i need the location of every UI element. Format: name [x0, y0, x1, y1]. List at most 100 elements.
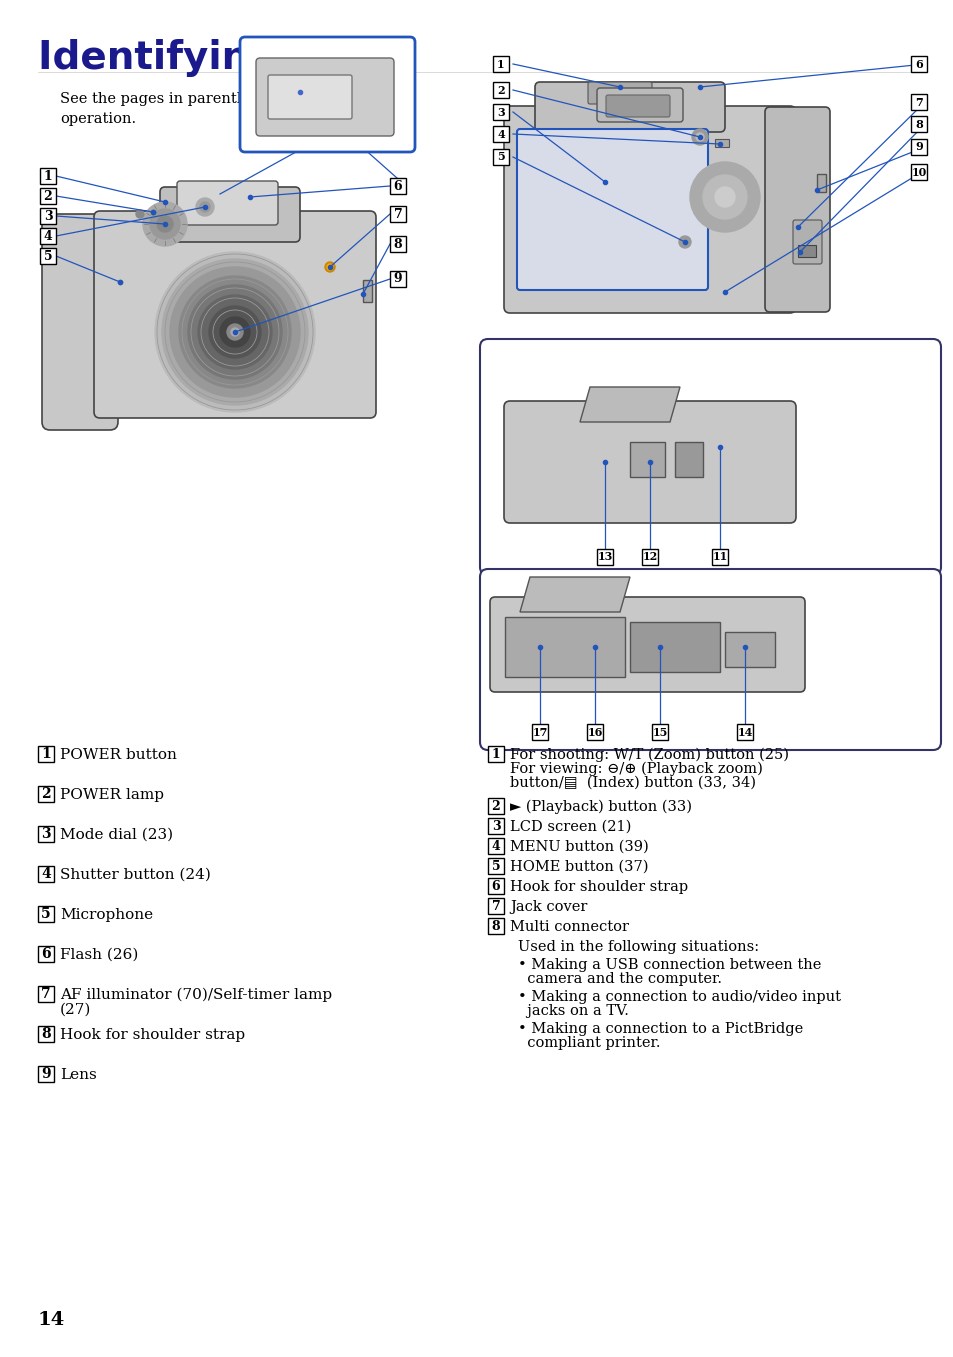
- Circle shape: [170, 267, 299, 398]
- Circle shape: [689, 161, 760, 232]
- Bar: [737, 725, 752, 740]
- Text: 15: 15: [652, 726, 667, 737]
- Circle shape: [136, 210, 144, 218]
- Text: LCD screen (21): LCD screen (21): [510, 820, 631, 835]
- Text: Jack cover: Jack cover: [510, 900, 587, 915]
- Text: 5: 5: [44, 250, 52, 262]
- Bar: [493, 56, 509, 72]
- Bar: [493, 81, 509, 98]
- Bar: [390, 236, 406, 252]
- FancyBboxPatch shape: [535, 81, 724, 132]
- Text: 12: 12: [641, 551, 657, 563]
- Text: Hook for shoulder strap: Hook for shoulder strap: [510, 879, 687, 894]
- Bar: [910, 138, 926, 155]
- FancyBboxPatch shape: [597, 88, 682, 122]
- Bar: [532, 725, 547, 740]
- Text: Identifying parts: Identifying parts: [38, 39, 405, 77]
- FancyBboxPatch shape: [255, 58, 394, 136]
- Bar: [40, 248, 56, 265]
- Text: 8: 8: [41, 1027, 51, 1041]
- Bar: [488, 746, 503, 763]
- FancyBboxPatch shape: [517, 129, 707, 290]
- Text: MENU button (39): MENU button (39): [510, 840, 648, 854]
- Text: 3: 3: [44, 209, 52, 223]
- Polygon shape: [519, 577, 629, 612]
- Text: 16: 16: [587, 726, 602, 737]
- Text: 6: 6: [41, 947, 51, 961]
- FancyBboxPatch shape: [490, 597, 804, 692]
- Circle shape: [325, 262, 335, 271]
- FancyBboxPatch shape: [268, 75, 352, 119]
- Text: 6: 6: [491, 879, 499, 893]
- Text: See the pages in parentheses for details of
operation.: See the pages in parentheses for details…: [60, 92, 377, 125]
- Text: POWER button: POWER button: [60, 748, 176, 763]
- Text: 17: 17: [532, 726, 547, 737]
- Text: 7: 7: [914, 96, 922, 107]
- Text: AF illuminator (70)/Self-timer lamp: AF illuminator (70)/Self-timer lamp: [60, 988, 332, 1003]
- Text: 2: 2: [491, 799, 500, 813]
- Bar: [38, 946, 54, 962]
- Circle shape: [209, 305, 261, 358]
- FancyBboxPatch shape: [605, 95, 669, 117]
- Text: 3: 3: [491, 820, 499, 832]
- Text: 7: 7: [41, 987, 51, 1001]
- Text: Microphone: Microphone: [60, 908, 153, 921]
- Text: 13: 13: [597, 551, 612, 563]
- Circle shape: [157, 216, 172, 232]
- FancyBboxPatch shape: [503, 402, 795, 522]
- Text: 8: 8: [491, 920, 499, 932]
- Circle shape: [702, 175, 746, 218]
- Text: ► (Playback) button (33): ► (Playback) button (33): [510, 801, 691, 814]
- Bar: [586, 725, 602, 740]
- FancyBboxPatch shape: [94, 210, 375, 418]
- Text: For viewing: ⊖/⊕ (Playback zoom): For viewing: ⊖/⊕ (Playback zoom): [510, 763, 762, 776]
- Bar: [910, 56, 926, 72]
- Text: 8: 8: [914, 118, 922, 129]
- Circle shape: [179, 275, 291, 388]
- Bar: [40, 189, 56, 204]
- Text: 3: 3: [41, 826, 51, 841]
- Bar: [390, 206, 406, 223]
- Text: 9: 9: [394, 273, 402, 285]
- Bar: [488, 818, 503, 835]
- Bar: [40, 228, 56, 244]
- Bar: [38, 906, 54, 921]
- Text: 4: 4: [497, 129, 504, 140]
- Bar: [504, 617, 624, 677]
- Polygon shape: [579, 387, 679, 422]
- Text: 1: 1: [497, 58, 504, 69]
- FancyBboxPatch shape: [160, 187, 299, 242]
- Text: 7: 7: [394, 208, 402, 220]
- Circle shape: [188, 285, 282, 379]
- Circle shape: [143, 202, 187, 246]
- Text: button/▤  (Index) button (33, 34): button/▤ (Index) button (33, 34): [510, 776, 755, 790]
- Bar: [38, 746, 54, 763]
- Circle shape: [691, 129, 707, 145]
- Bar: [714, 138, 728, 147]
- Bar: [641, 550, 658, 565]
- Bar: [910, 164, 926, 180]
- Bar: [40, 168, 56, 185]
- Bar: [651, 725, 667, 740]
- Text: (27): (27): [60, 1003, 91, 1016]
- Text: 2: 2: [41, 787, 51, 801]
- Bar: [629, 442, 664, 478]
- Circle shape: [154, 252, 314, 413]
- Bar: [629, 622, 720, 672]
- Bar: [40, 208, 56, 224]
- Bar: [488, 839, 503, 854]
- Circle shape: [227, 324, 243, 341]
- Circle shape: [231, 328, 239, 337]
- Text: 1: 1: [491, 748, 500, 760]
- Text: HOME button (37): HOME button (37): [510, 860, 648, 874]
- Text: Used in the following situations:: Used in the following situations:: [517, 940, 759, 954]
- Text: 2: 2: [497, 84, 504, 95]
- FancyBboxPatch shape: [792, 220, 821, 265]
- Text: POWER lamp: POWER lamp: [60, 788, 164, 802]
- Text: • Making a connection to a PictBridge: • Making a connection to a PictBridge: [517, 1022, 802, 1035]
- Text: 5: 5: [491, 859, 499, 873]
- Bar: [724, 632, 774, 668]
- FancyBboxPatch shape: [764, 107, 829, 312]
- Circle shape: [162, 259, 308, 404]
- FancyBboxPatch shape: [587, 81, 651, 104]
